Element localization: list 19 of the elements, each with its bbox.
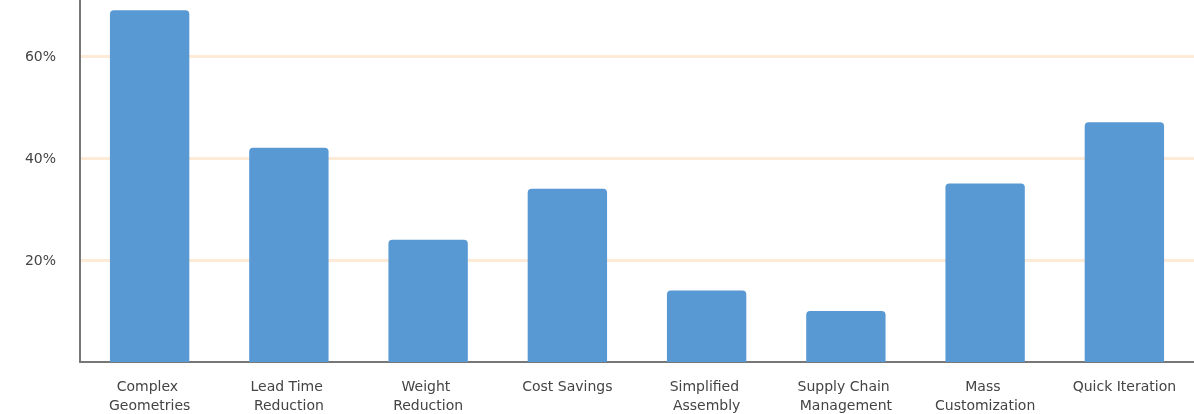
x-tick-label: Weight Reduction (393, 377, 464, 413)
x-tick-label: Complex Geometries (108, 377, 191, 413)
x-tick-label: Supply Chain Management (797, 377, 895, 413)
bar (806, 311, 886, 362)
bar (527, 188, 608, 362)
bar (249, 147, 329, 362)
x-tick-label: Mass Customization (934, 377, 1036, 413)
x-tick-label: Quick Iteration (1072, 377, 1177, 394)
bar (1084, 122, 1165, 362)
x-tick-label: Lead Time Reduction (250, 377, 328, 413)
x-tick-label: Cost Savings (522, 377, 613, 394)
bar (388, 239, 468, 362)
y-tick-label: 40% (24, 150, 56, 167)
y-tick-label: 60% (24, 48, 56, 65)
y-tick-label: 20% (24, 252, 56, 269)
bar (109, 10, 190, 362)
bar (666, 290, 747, 362)
x-tick-label: Simplified Assembly (669, 377, 744, 413)
bar (945, 183, 1025, 362)
